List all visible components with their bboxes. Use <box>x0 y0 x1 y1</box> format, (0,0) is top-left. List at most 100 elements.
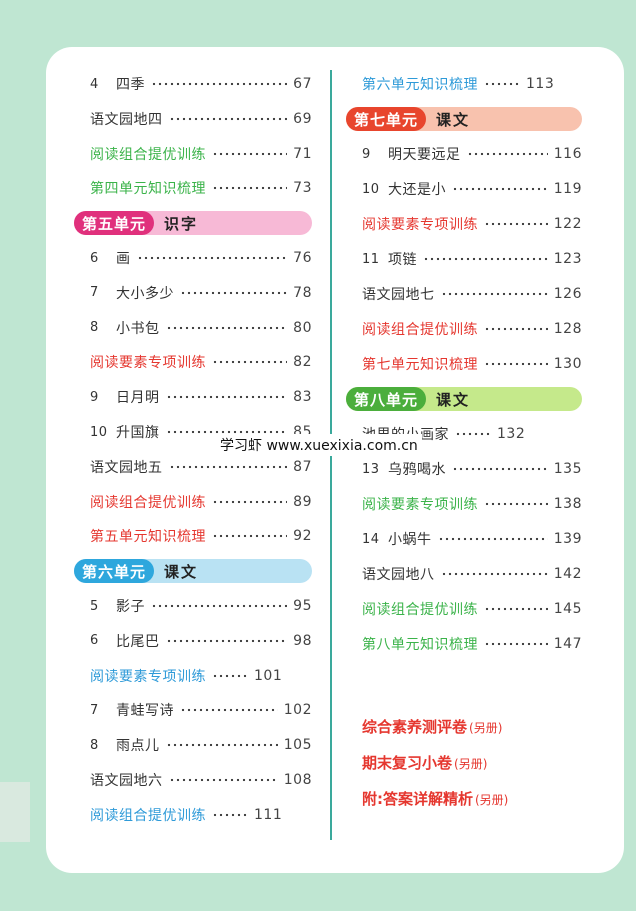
toc-entry[interactable]: 8 雨点儿 105 <box>90 733 312 757</box>
dot-leader <box>484 357 548 371</box>
lesson-number: 9 <box>90 389 99 405</box>
entry-title: 青蛙写诗 <box>116 703 174 720</box>
toc-entry[interactable]: 第五单元知识梳理 92 <box>90 524 312 548</box>
entry-title: 四季 <box>116 77 145 93</box>
toc-entry[interactable]: 阅读组合提优训练 128 <box>362 317 582 341</box>
toc-entry[interactable]: 7 青蛙写诗 102 <box>90 698 312 722</box>
entry-title: 阅读组合提优训练 <box>90 494 206 511</box>
page-number: 87 <box>293 458 312 475</box>
dot-leader <box>440 287 548 301</box>
toc-entry[interactable]: 阅读组合提优训练 111 <box>90 803 312 827</box>
entry-title: 阅读组合提优训练 <box>90 807 206 824</box>
toc-entry[interactable]: 第六单元知识梳理 113 <box>362 72 582 96</box>
page-number: 130 <box>553 356 582 372</box>
supplement-title: 附:答案详解精析 <box>362 790 473 808</box>
dot-leader <box>212 146 288 161</box>
page-number: 138 <box>553 496 582 512</box>
lesson-number: 10 <box>362 181 380 197</box>
lesson-number: 5 <box>90 598 99 614</box>
entry-title: 阅读要素专项训练 <box>90 668 206 685</box>
entry-title: 乌鸦喝水 <box>388 462 446 478</box>
entry-title: 日月明 <box>116 390 160 407</box>
page-number: 135 <box>553 461 582 477</box>
dot-leader <box>165 633 288 648</box>
entry-title: 阅读组合提优训练 <box>362 602 478 618</box>
dot-leader <box>484 322 548 336</box>
toc-entry[interactable]: 语文园地七 126 <box>362 282 582 306</box>
entry-title: 第四单元知识梳理 <box>90 181 206 198</box>
entry-title: 第五单元知识梳理 <box>90 529 206 546</box>
toc-entry[interactable]: 5 影子 95 <box>90 594 312 618</box>
toc-entry[interactable]: 14 小蜗牛 139 <box>362 527 582 551</box>
lesson-number: 13 <box>362 461 380 477</box>
toc-entry[interactable]: 13 乌鸦喝水 135 <box>362 457 582 481</box>
unit-header: 第五单元 识字 <box>74 211 312 236</box>
entry-title: 语文园地四 <box>90 111 163 128</box>
supplement-title: 期末复习小卷 <box>362 754 453 772</box>
entry-title: 语文园地六 <box>90 773 163 789</box>
page-number: 69 <box>293 110 312 127</box>
supplement-note: (另册) <box>454 757 488 771</box>
page-number: 98 <box>293 632 312 649</box>
unit-subtitle: 识字 <box>164 214 199 233</box>
dot-leader <box>437 532 548 546</box>
toc-entry[interactable]: 10 大还是小 119 <box>362 177 582 201</box>
supplement-item[interactable]: 综合素养测评卷 (另册) <box>362 716 502 738</box>
toc-entry[interactable]: 语文园地四 69 <box>90 107 312 131</box>
toc-entry[interactable]: 4 四季 67 <box>90 72 312 96</box>
unit-header: 第六单元 课文 <box>74 559 312 584</box>
toc-entry[interactable]: 语文园地五 87 <box>90 455 312 479</box>
lesson-number: 7 <box>90 702 99 718</box>
dot-leader <box>168 773 278 787</box>
dot-leader <box>212 355 288 370</box>
toc-entry[interactable]: 阅读要素专项训练 101 <box>90 664 312 688</box>
toc-entry[interactable]: 阅读要素专项训练 138 <box>362 492 582 516</box>
toc-entry[interactable]: 阅读组合提优训练 145 <box>362 597 582 621</box>
toc-entry[interactable]: 语文园地八 142 <box>362 562 582 586</box>
unit-subtitle: 课文 <box>436 110 471 129</box>
page-number: 71 <box>293 145 312 162</box>
watermark: 学习虾 www.xuexixia.com.cn <box>216 434 422 456</box>
lesson-number: 14 <box>362 531 380 547</box>
entry-title: 阅读要素专项训练 <box>90 355 206 372</box>
toc-entry[interactable]: 第七单元知识梳理 130 <box>362 352 582 376</box>
page-number: 113 <box>526 76 555 92</box>
page-number: 119 <box>553 181 582 197</box>
toc-entry[interactable]: 6 画 76 <box>90 246 312 270</box>
toc-entry[interactable]: 阅读要素专项训练 122 <box>362 212 582 236</box>
toc-entry[interactable]: 语文园地六 108 <box>90 768 312 792</box>
dot-leader <box>452 182 548 196</box>
toc-entry[interactable]: 第八单元知识梳理 147 <box>362 632 582 656</box>
toc-entry[interactable]: 8 小书包 80 <box>90 316 312 340</box>
lesson-number: 6 <box>90 633 99 649</box>
page-number: 111 <box>254 806 283 823</box>
dot-leader <box>165 738 278 753</box>
toc-entry[interactable]: 7 大小多少 78 <box>90 281 312 305</box>
page-number: 67 <box>293 76 312 92</box>
page-number: 92 <box>293 528 312 545</box>
dot-leader <box>165 390 288 405</box>
lesson-number: 11 <box>362 251 380 267</box>
toc-entry[interactable]: 阅读要素专项训练 82 <box>90 350 312 374</box>
toc-entry[interactable]: 第四单元知识梳理 73 <box>90 176 312 200</box>
supplement-note: (另册) <box>469 721 503 735</box>
dot-leader <box>423 252 548 266</box>
toc-entry[interactable]: 6 比尾巴 98 <box>90 629 312 653</box>
entry-title: 项链 <box>388 252 417 268</box>
entry-title: 阅读组合提优训练 <box>90 146 206 163</box>
unit-header: 第七单元 课文 <box>346 107 582 131</box>
toc-entry[interactable]: 阅读组合提优训练 89 <box>90 490 312 514</box>
dot-leader <box>466 147 548 161</box>
page-number: 101 <box>254 667 283 684</box>
toc-entry[interactable]: 9 日月明 83 <box>90 385 312 409</box>
dot-leader <box>452 462 548 476</box>
lesson-number: 9 <box>362 146 371 162</box>
dot-leader <box>455 427 491 441</box>
toc-entry[interactable]: 阅读组合提优训练 71 <box>90 142 312 166</box>
supplement-title: 综合素养测评卷 <box>362 718 468 736</box>
toc-entry[interactable]: 11 项链 123 <box>362 247 582 271</box>
toc-entry[interactable]: 9 明天要远足 116 <box>362 142 582 166</box>
dot-leader <box>484 77 520 91</box>
supplement-item[interactable]: 附:答案详解精析 (另册) <box>362 788 508 810</box>
supplement-item[interactable]: 期末复习小卷 (另册) <box>362 752 487 774</box>
